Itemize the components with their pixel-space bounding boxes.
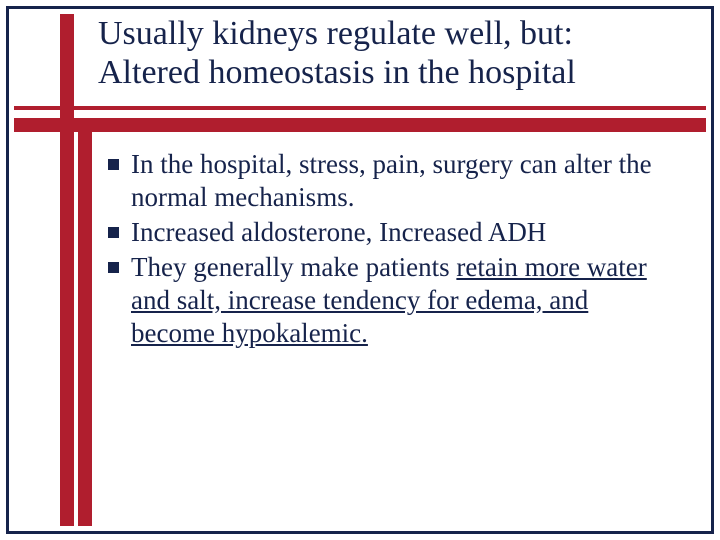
horizontal-bar (14, 118, 706, 132)
bullet-text: They generally make patients retain more… (131, 251, 676, 350)
title-area: Usually kidneys regulate well, but: Alte… (98, 14, 680, 92)
slide: Usually kidneys regulate well, but: Alte… (0, 0, 720, 540)
bullet-item: Increased aldosterone, Increased ADH (108, 216, 676, 249)
bullet-text: In the hospital, stress, pain, surgery c… (131, 148, 676, 214)
vertical-bar-outer (60, 14, 74, 526)
square-bullet-icon (108, 262, 119, 273)
vertical-bar-inner (78, 118, 92, 526)
bullet-text: Increased aldosterone, Increased ADH (131, 216, 676, 249)
content-area: In the hospital, stress, pain, surgery c… (108, 148, 676, 352)
square-bullet-icon (108, 227, 119, 238)
title-line-2: Altered homeostasis in the hospital (98, 53, 680, 92)
bullet-item: In the hospital, stress, pain, surgery c… (108, 148, 676, 214)
bullet-item: They generally make patients retain more… (108, 251, 676, 350)
square-bullet-icon (108, 159, 119, 170)
title-underline (14, 106, 706, 110)
title-line-1: Usually kidneys regulate well, but: (98, 14, 680, 53)
